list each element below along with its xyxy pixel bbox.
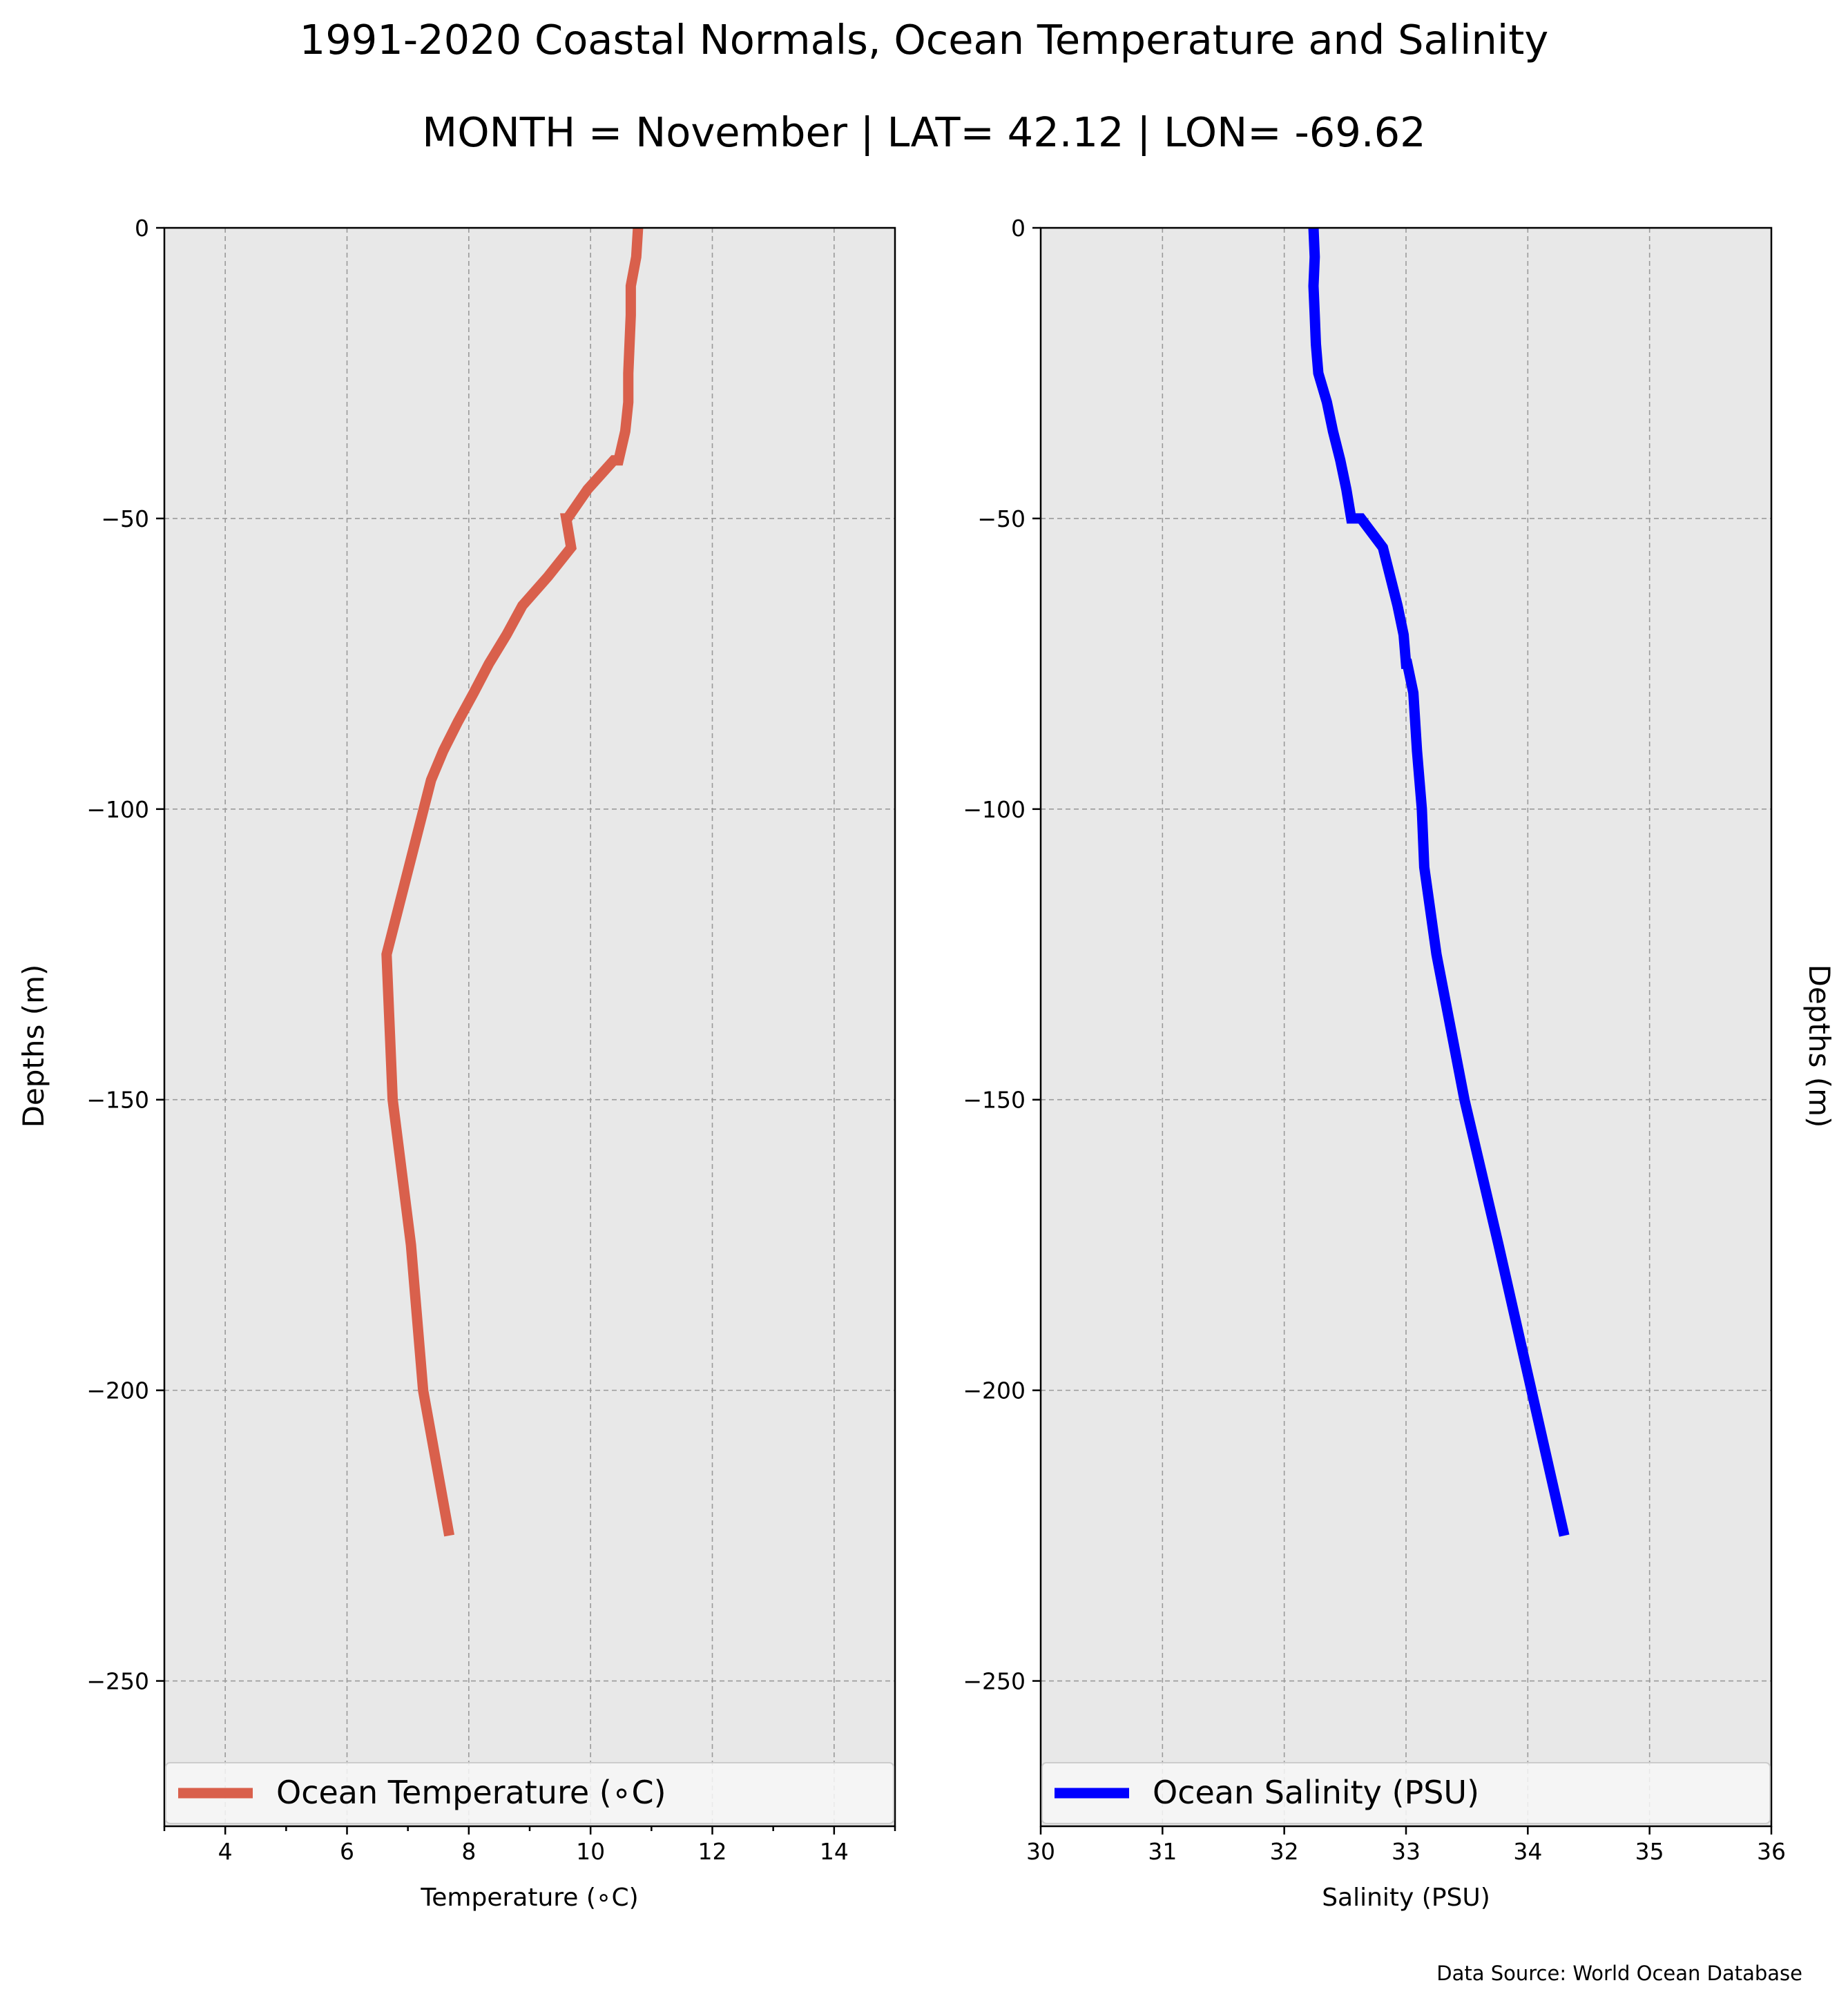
salinity-y-tick-label: 0 bbox=[1011, 215, 1026, 242]
salinity-y-tick-label: −100 bbox=[963, 796, 1026, 823]
chart-title: 1991-2020 Coastal Normals, Ocean Tempera… bbox=[300, 16, 1549, 64]
temperature-x-tick-label: 6 bbox=[340, 1838, 354, 1865]
salinity-y-tick-label: −250 bbox=[963, 1668, 1026, 1695]
temperature-series-line bbox=[381, 227, 644, 1537]
chart-subtitle: MONTH = November | LAT= 42.12 | LON= -69… bbox=[422, 108, 1425, 156]
temperature-y-tick-label: −50 bbox=[101, 505, 149, 532]
salinity-x-tick-label: 30 bbox=[1026, 1838, 1055, 1865]
temperature-axes-frame bbox=[163, 226, 896, 1828]
salinity-x-tick-label: 36 bbox=[1757, 1838, 1786, 1865]
temperature-panel: 4 6 8 10 12 14 0 −50 −100 −150 −200 −250 Ocean Tempe… bbox=[86, 215, 896, 1912]
salinity-legend-label: Ocean Salinity (PSU) bbox=[1153, 1774, 1479, 1811]
right-y-axis-label: Depths (m) bbox=[1802, 965, 1836, 1128]
salinity-y-tick-label: −200 bbox=[963, 1377, 1026, 1404]
temperature-y-tick-label: −150 bbox=[86, 1087, 149, 1114]
salinity-series-line bbox=[1308, 227, 1570, 1537]
left-y-axis-label: Depths (m) bbox=[17, 965, 50, 1128]
temperature-y-tick-label: −200 bbox=[86, 1377, 149, 1404]
salinity-y-tick-label: −50 bbox=[977, 505, 1026, 532]
temperature-legend-label: Ocean Temperature (∘C) bbox=[276, 1774, 666, 1811]
salinity-x-axis-label: Salinity (PSU) bbox=[1322, 1884, 1490, 1912]
salinity-x-tick-label: 31 bbox=[1148, 1838, 1177, 1865]
temperature-x-axis-label: Temperature (∘C) bbox=[420, 1884, 638, 1912]
salinity-legend: Ocean Salinity (PSU) bbox=[1041, 1762, 1771, 1824]
temperature-legend: Ocean Temperature (∘C) bbox=[165, 1762, 894, 1824]
salinity-legend-box bbox=[1041, 1762, 1771, 1824]
temperature-plot-area bbox=[164, 228, 895, 1826]
salinity-x-tick-label: 34 bbox=[1513, 1838, 1542, 1865]
salinity-x-tick-label: 33 bbox=[1392, 1838, 1421, 1865]
salinity-x-tick-label: 32 bbox=[1270, 1838, 1299, 1865]
salinity-axes-frame bbox=[1039, 226, 1773, 1828]
temperature-x-tick-label: 12 bbox=[698, 1838, 727, 1865]
salinity-x-tick-label: 35 bbox=[1635, 1838, 1664, 1865]
temperature-legend-box bbox=[165, 1762, 894, 1824]
temperature-x-tick-label: 10 bbox=[576, 1838, 605, 1865]
salinity-panel: 30 31 32 33 34 35 36 0 −50 −100 −150 −200 −250 Ocean … bbox=[963, 215, 1786, 1912]
temperature-x-tick-label: 4 bbox=[218, 1838, 233, 1865]
temperature-y-tick-label: −250 bbox=[86, 1668, 149, 1695]
temperature-y-tick-label: −100 bbox=[86, 796, 149, 823]
data-source-note: Data Source: World Ocean Database bbox=[1436, 1962, 1802, 1985]
salinity-y-tick-label: −150 bbox=[963, 1087, 1026, 1114]
temperature-y-tick-label: 0 bbox=[135, 215, 149, 242]
temperature-x-tick-label: 14 bbox=[820, 1838, 849, 1865]
temperature-x-tick-label: 8 bbox=[461, 1838, 476, 1865]
